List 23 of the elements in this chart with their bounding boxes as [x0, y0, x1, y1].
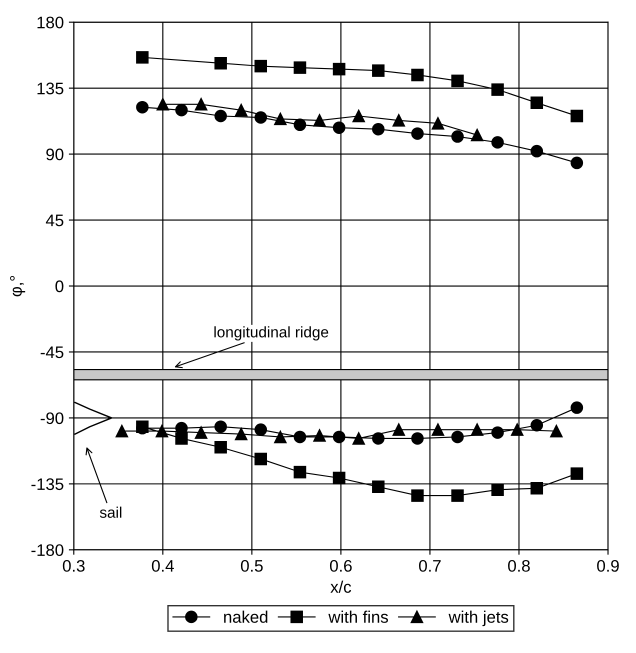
- x-tick-label: 0.7: [419, 560, 441, 572]
- legend-label: with fins: [328, 610, 388, 623]
- y-axis-title: φ,°: [10, 276, 26, 296]
- y-tick-label: -135: [31, 478, 64, 490]
- x-tick-label: 0.5: [240, 560, 263, 572]
- x-tick-label: 0.8: [508, 560, 530, 572]
- y-tick-label: -45: [40, 346, 64, 358]
- y-tick-label: 0: [55, 280, 64, 292]
- annotation: sail: [100, 506, 122, 518]
- x-axis-title: x/c: [330, 580, 352, 593]
- x-tick-label: 0.4: [152, 560, 174, 572]
- annotation: longitudinal ridge: [214, 326, 328, 340]
- x-tick-label: 0.3: [62, 560, 85, 572]
- legend-label: with jets: [448, 610, 508, 626]
- x-tick-label: 0.9: [597, 560, 619, 572]
- legend-label: naked: [224, 610, 268, 623]
- x-tick-label: 0.6: [330, 560, 352, 572]
- y-tick-label: -180: [31, 544, 64, 556]
- y-tick-label: -90: [40, 412, 64, 424]
- y-tick-label: 135: [38, 82, 64, 94]
- y-tick-label: 90: [46, 148, 64, 160]
- y-tick-label: 180: [38, 16, 64, 28]
- y-tick-label: 45: [46, 214, 64, 226]
